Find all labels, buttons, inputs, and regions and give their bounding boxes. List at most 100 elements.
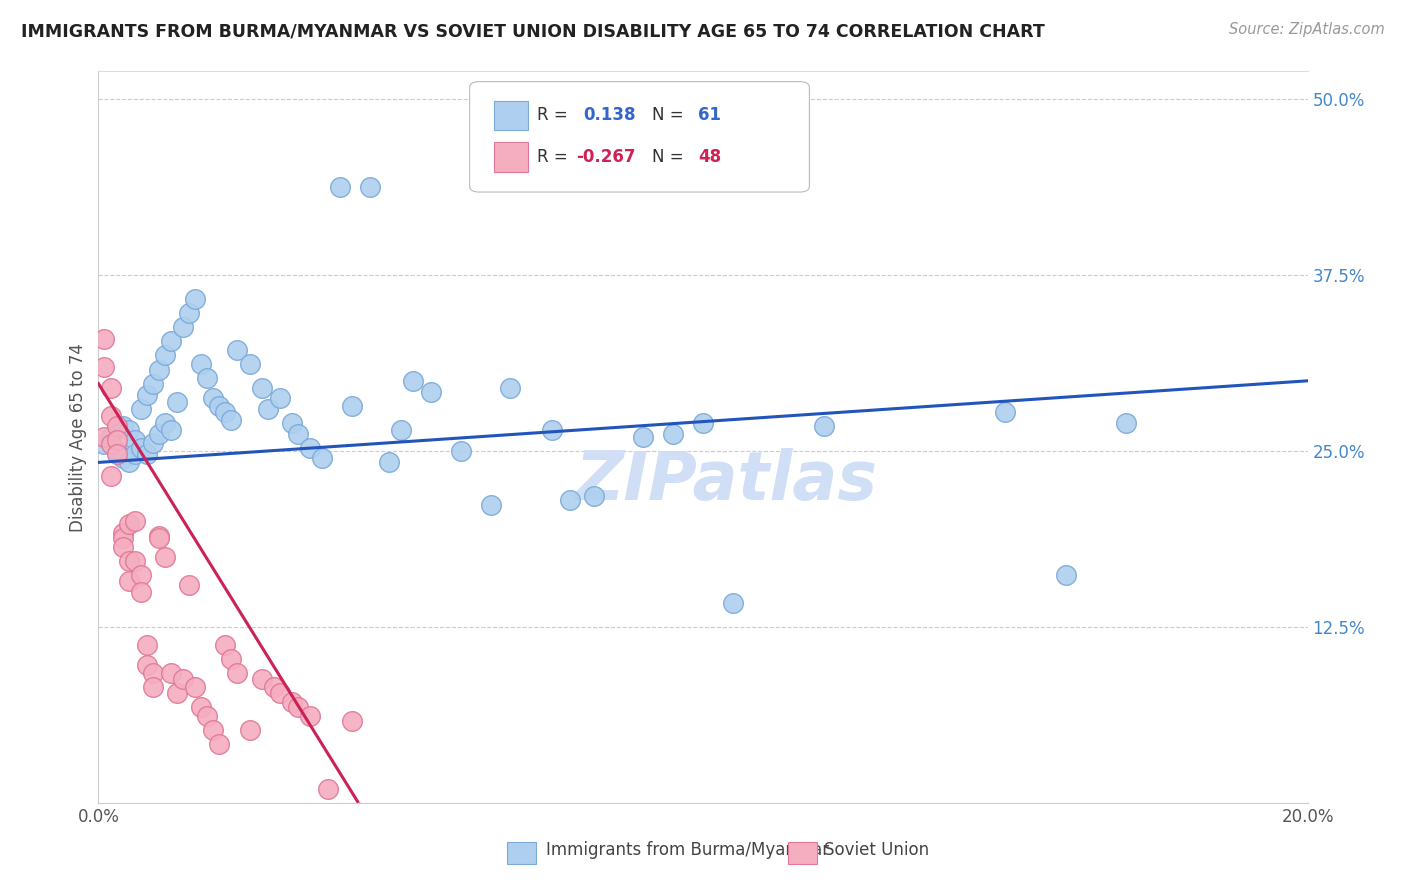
Point <box>195 708 218 723</box>
Point <box>316 781 339 796</box>
FancyBboxPatch shape <box>494 101 527 130</box>
Text: 48: 48 <box>699 148 721 166</box>
Point <box>269 686 291 700</box>
Point <box>100 430 122 444</box>
Point <box>195 371 218 385</box>
Point <box>124 433 146 447</box>
Point <box>129 584 152 599</box>
Point <box>360 179 382 194</box>
Point <box>287 700 309 714</box>
Point <box>111 451 134 466</box>
Point <box>583 489 606 503</box>
Point <box>142 376 165 391</box>
Point <box>287 427 309 442</box>
Point <box>498 381 520 395</box>
Point <box>329 179 352 194</box>
Point <box>281 694 304 708</box>
Point <box>160 423 183 437</box>
Point <box>299 708 322 723</box>
Point <box>105 418 128 433</box>
Point <box>239 723 262 737</box>
Point <box>263 681 285 695</box>
Point <box>202 391 225 405</box>
Point <box>402 374 425 388</box>
Point <box>172 320 194 334</box>
Point <box>135 657 157 672</box>
Point <box>118 455 141 469</box>
Point <box>142 666 165 681</box>
Point <box>1054 568 1077 582</box>
Point <box>142 435 165 450</box>
Text: IMMIGRANTS FROM BURMA/MYANMAR VS SOVIET UNION DISABILITY AGE 65 TO 74 CORRELATIO: IMMIGRANTS FROM BURMA/MYANMAR VS SOVIET … <box>21 22 1045 40</box>
Point <box>124 515 146 529</box>
Point <box>118 517 141 532</box>
Point <box>118 423 141 437</box>
Point <box>208 737 231 751</box>
Text: -0.267: -0.267 <box>576 148 636 166</box>
Point <box>142 681 165 695</box>
Point <box>208 399 231 413</box>
FancyBboxPatch shape <box>494 143 527 171</box>
Text: N =: N = <box>652 106 689 124</box>
Point <box>160 666 183 681</box>
Point <box>129 568 152 582</box>
Point <box>111 540 134 554</box>
Point <box>190 700 212 714</box>
Point <box>148 532 170 546</box>
Point <box>148 427 170 442</box>
Point <box>93 332 115 346</box>
Point <box>105 433 128 447</box>
Point <box>342 399 364 413</box>
Point <box>342 714 364 729</box>
Text: 61: 61 <box>699 106 721 124</box>
Text: Source: ZipAtlas.com: Source: ZipAtlas.com <box>1229 22 1385 37</box>
Point <box>111 525 134 540</box>
Point <box>1115 416 1137 430</box>
Point <box>214 638 236 652</box>
Text: 0.138: 0.138 <box>583 106 636 124</box>
Point <box>377 455 399 469</box>
Point <box>221 413 243 427</box>
Point <box>129 442 152 456</box>
Point <box>148 528 170 542</box>
Point <box>481 498 503 512</box>
Point <box>153 416 176 430</box>
Point <box>420 385 443 400</box>
Text: ZIPatlas: ZIPatlas <box>576 448 879 514</box>
Point <box>269 391 291 405</box>
Point <box>105 447 128 461</box>
Point <box>111 418 134 433</box>
Point <box>311 451 333 466</box>
Point <box>172 672 194 686</box>
Point <box>93 359 115 374</box>
FancyBboxPatch shape <box>470 81 810 192</box>
Text: R =: R = <box>537 148 574 166</box>
Point <box>93 437 115 451</box>
Point <box>813 418 835 433</box>
Point <box>135 638 157 652</box>
Point <box>184 681 207 695</box>
Point <box>214 405 236 419</box>
Point <box>221 652 243 666</box>
Point <box>135 388 157 402</box>
Point <box>153 549 176 564</box>
Point <box>111 532 134 546</box>
Point <box>148 362 170 376</box>
Point <box>100 381 122 395</box>
Point <box>179 578 201 592</box>
Point <box>723 596 745 610</box>
Point <box>124 554 146 568</box>
Point <box>250 381 273 395</box>
Point <box>100 409 122 423</box>
FancyBboxPatch shape <box>787 841 817 863</box>
Point <box>558 493 581 508</box>
Point <box>190 357 212 371</box>
Point <box>692 416 714 430</box>
Point <box>93 430 115 444</box>
Point <box>100 437 122 451</box>
Point <box>202 723 225 737</box>
Point <box>226 343 249 357</box>
Point <box>540 423 562 437</box>
Point <box>994 405 1017 419</box>
Point <box>129 401 152 416</box>
